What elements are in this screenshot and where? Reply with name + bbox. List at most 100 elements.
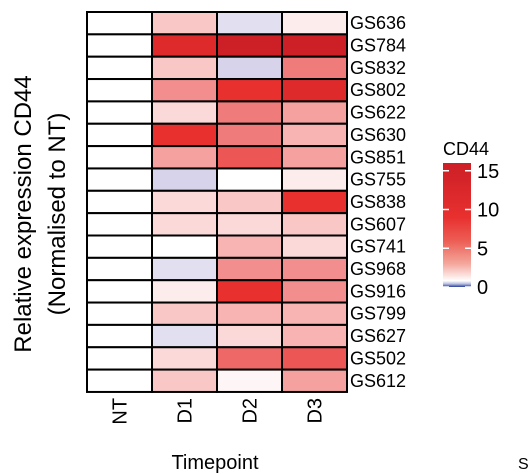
heatmap-cell-GS784-NT [86, 33, 153, 58]
heatmap-cell-GS622-D2 [216, 100, 283, 125]
heatmap-cell-GS627-NT [86, 323, 153, 349]
heatmap-cell-GS802-NT [86, 78, 153, 103]
heatmap-cell-GS916-D2 [216, 279, 283, 304]
heatmap-cell-GS630-D2 [216, 122, 283, 148]
heatmap-cell-GS741-D3 [281, 234, 348, 259]
heatmap-cells [86, 11, 348, 393]
heatmap-cell-GS755-NT [86, 167, 153, 192]
legend-tick-label: 10 [477, 200, 499, 222]
heatmap-cell-GS838-D2 [216, 189, 283, 215]
heatmap-cell-GS916-NT [86, 279, 153, 304]
heatmap-cell-GS630-D3 [281, 122, 348, 148]
heatmap-cell-GS630-D1 [151, 122, 218, 148]
legend-tick-label: 0 [477, 277, 488, 299]
row-label: GS799 [350, 304, 406, 324]
heatmap-cell-GS799-D1 [151, 301, 218, 326]
column-labels: NT D1 D2 D3 [110, 398, 327, 425]
heatmap-cell-GS636-NT [86, 11, 153, 36]
heatmap-cell-GS802-D1 [151, 78, 218, 103]
heatmap-cell-GS916-D3 [281, 279, 348, 304]
heatmap-cell-GS741-D2 [216, 234, 283, 259]
heatmap-cell-GS968-D2 [216, 256, 283, 282]
y-axis-label: Relative expression CD44 (Normalised to … [10, 75, 71, 352]
row-label: GS636 [350, 13, 406, 33]
heatmap-cell-GS799-D2 [216, 301, 283, 326]
heatmap-cell-GS607-D1 [151, 212, 218, 237]
heatmap-cell-GS612-NT [86, 368, 153, 393]
row-label: GS502 [350, 348, 406, 368]
heatmap-cell-GS851-D3 [281, 145, 348, 170]
row-label: GS755 [350, 170, 406, 190]
heatmap-cell-GS838-D1 [151, 189, 218, 215]
column-label: D3 [305, 398, 327, 424]
row-label: GS741 [350, 237, 406, 257]
heatmap-cell-GS802-D3 [281, 78, 348, 103]
heatmap-cell-GS612-D2 [216, 368, 283, 393]
heatmap-cell-GS502-NT [86, 346, 153, 371]
heatmap-cell-GS622-D3 [281, 100, 348, 125]
heatmap-cell-GS502-D1 [151, 346, 218, 371]
heatmap-cell-GS799-D3 [281, 301, 348, 326]
legend-tick-label: 15 [477, 161, 499, 183]
heatmap-cell-GS607-D2 [216, 212, 283, 237]
heatmap-cell-GS741-NT [86, 234, 153, 259]
heatmap-cell-GS838-D3 [281, 189, 348, 215]
heatmap-cell-GS627-D1 [151, 323, 218, 349]
heatmap-cell-GS741-D1 [151, 234, 218, 259]
heatmap-cell-GS968-D3 [281, 256, 348, 282]
heatmap-cell-GS802-D2 [216, 78, 283, 103]
heatmap-cell-GS968-NT [86, 256, 153, 282]
heatmap-cell-GS627-D2 [216, 323, 283, 349]
row-label: GS607 [350, 214, 406, 234]
footer-text-fragment: S [518, 456, 528, 473]
heatmap-cell-GS627-D3 [281, 323, 348, 349]
row-label: GS784 [350, 36, 406, 56]
x-axis-label: Timepoint [171, 452, 259, 474]
heatmap-cell-GS502-D3 [281, 346, 348, 371]
color-legend: CD44 15 10 5 0 [443, 139, 499, 299]
row-label: GS802 [350, 80, 406, 100]
heatmap-cell-GS630-NT [86, 122, 153, 148]
heatmap-cell-GS607-NT [86, 212, 153, 237]
row-label: GS832 [350, 58, 406, 78]
heatmap-cell-GS755-D2 [216, 167, 283, 192]
heatmap-cell-GS851-D1 [151, 145, 218, 170]
heatmap-cell-GS612-D3 [281, 368, 348, 393]
y-axis-label-line-2: (Normalised to NT) [44, 113, 71, 316]
heatmap-cell-GS851-NT [86, 145, 153, 170]
row-label: GS622 [350, 103, 406, 123]
heatmap-cell-GS622-NT [86, 100, 153, 125]
heatmap-cell-GS784-D3 [281, 33, 348, 58]
heatmap-cell-GS755-D1 [151, 167, 218, 192]
legend-title: CD44 [443, 139, 489, 159]
row-label: GS627 [350, 326, 406, 346]
heatmap-cell-GS832-D1 [151, 55, 218, 81]
heatmap-cell-GS799-NT [86, 301, 153, 326]
heatmap-cell-GS636-D3 [281, 11, 348, 36]
heatmap-cell-GS832-NT [86, 55, 153, 81]
row-label: GS838 [350, 192, 406, 212]
heatmap-cell-GS636-D2 [216, 11, 283, 36]
row-label: GS630 [350, 125, 406, 145]
heatmap-cell-GS622-D1 [151, 100, 218, 125]
column-label: D2 [240, 398, 262, 424]
column-label: NT [110, 398, 132, 425]
heatmap-cell-GS784-D2 [216, 33, 283, 58]
heatmap-cell-GS916-D1 [151, 279, 218, 304]
y-axis-label-line-1: Relative expression CD44 [10, 75, 37, 352]
heatmap-cell-GS755-D3 [281, 167, 348, 192]
heatmap-cell-GS636-D1 [151, 11, 218, 36]
row-label: GS851 [350, 147, 406, 167]
legend-ticks: 15 10 5 0 [443, 161, 499, 299]
legend-tick-label: 5 [477, 238, 488, 260]
heatmap-cell-GS607-D3 [281, 212, 348, 237]
heatmap-cell-GS838-NT [86, 189, 153, 215]
heatmap-cell-GS851-D2 [216, 145, 283, 170]
heatmap-cell-GS832-D2 [216, 55, 283, 81]
column-label: D1 [175, 398, 197, 424]
heatmap-cell-GS968-D1 [151, 256, 218, 282]
heatmap-cell-GS832-D3 [281, 55, 348, 81]
row-label: GS968 [350, 259, 406, 279]
